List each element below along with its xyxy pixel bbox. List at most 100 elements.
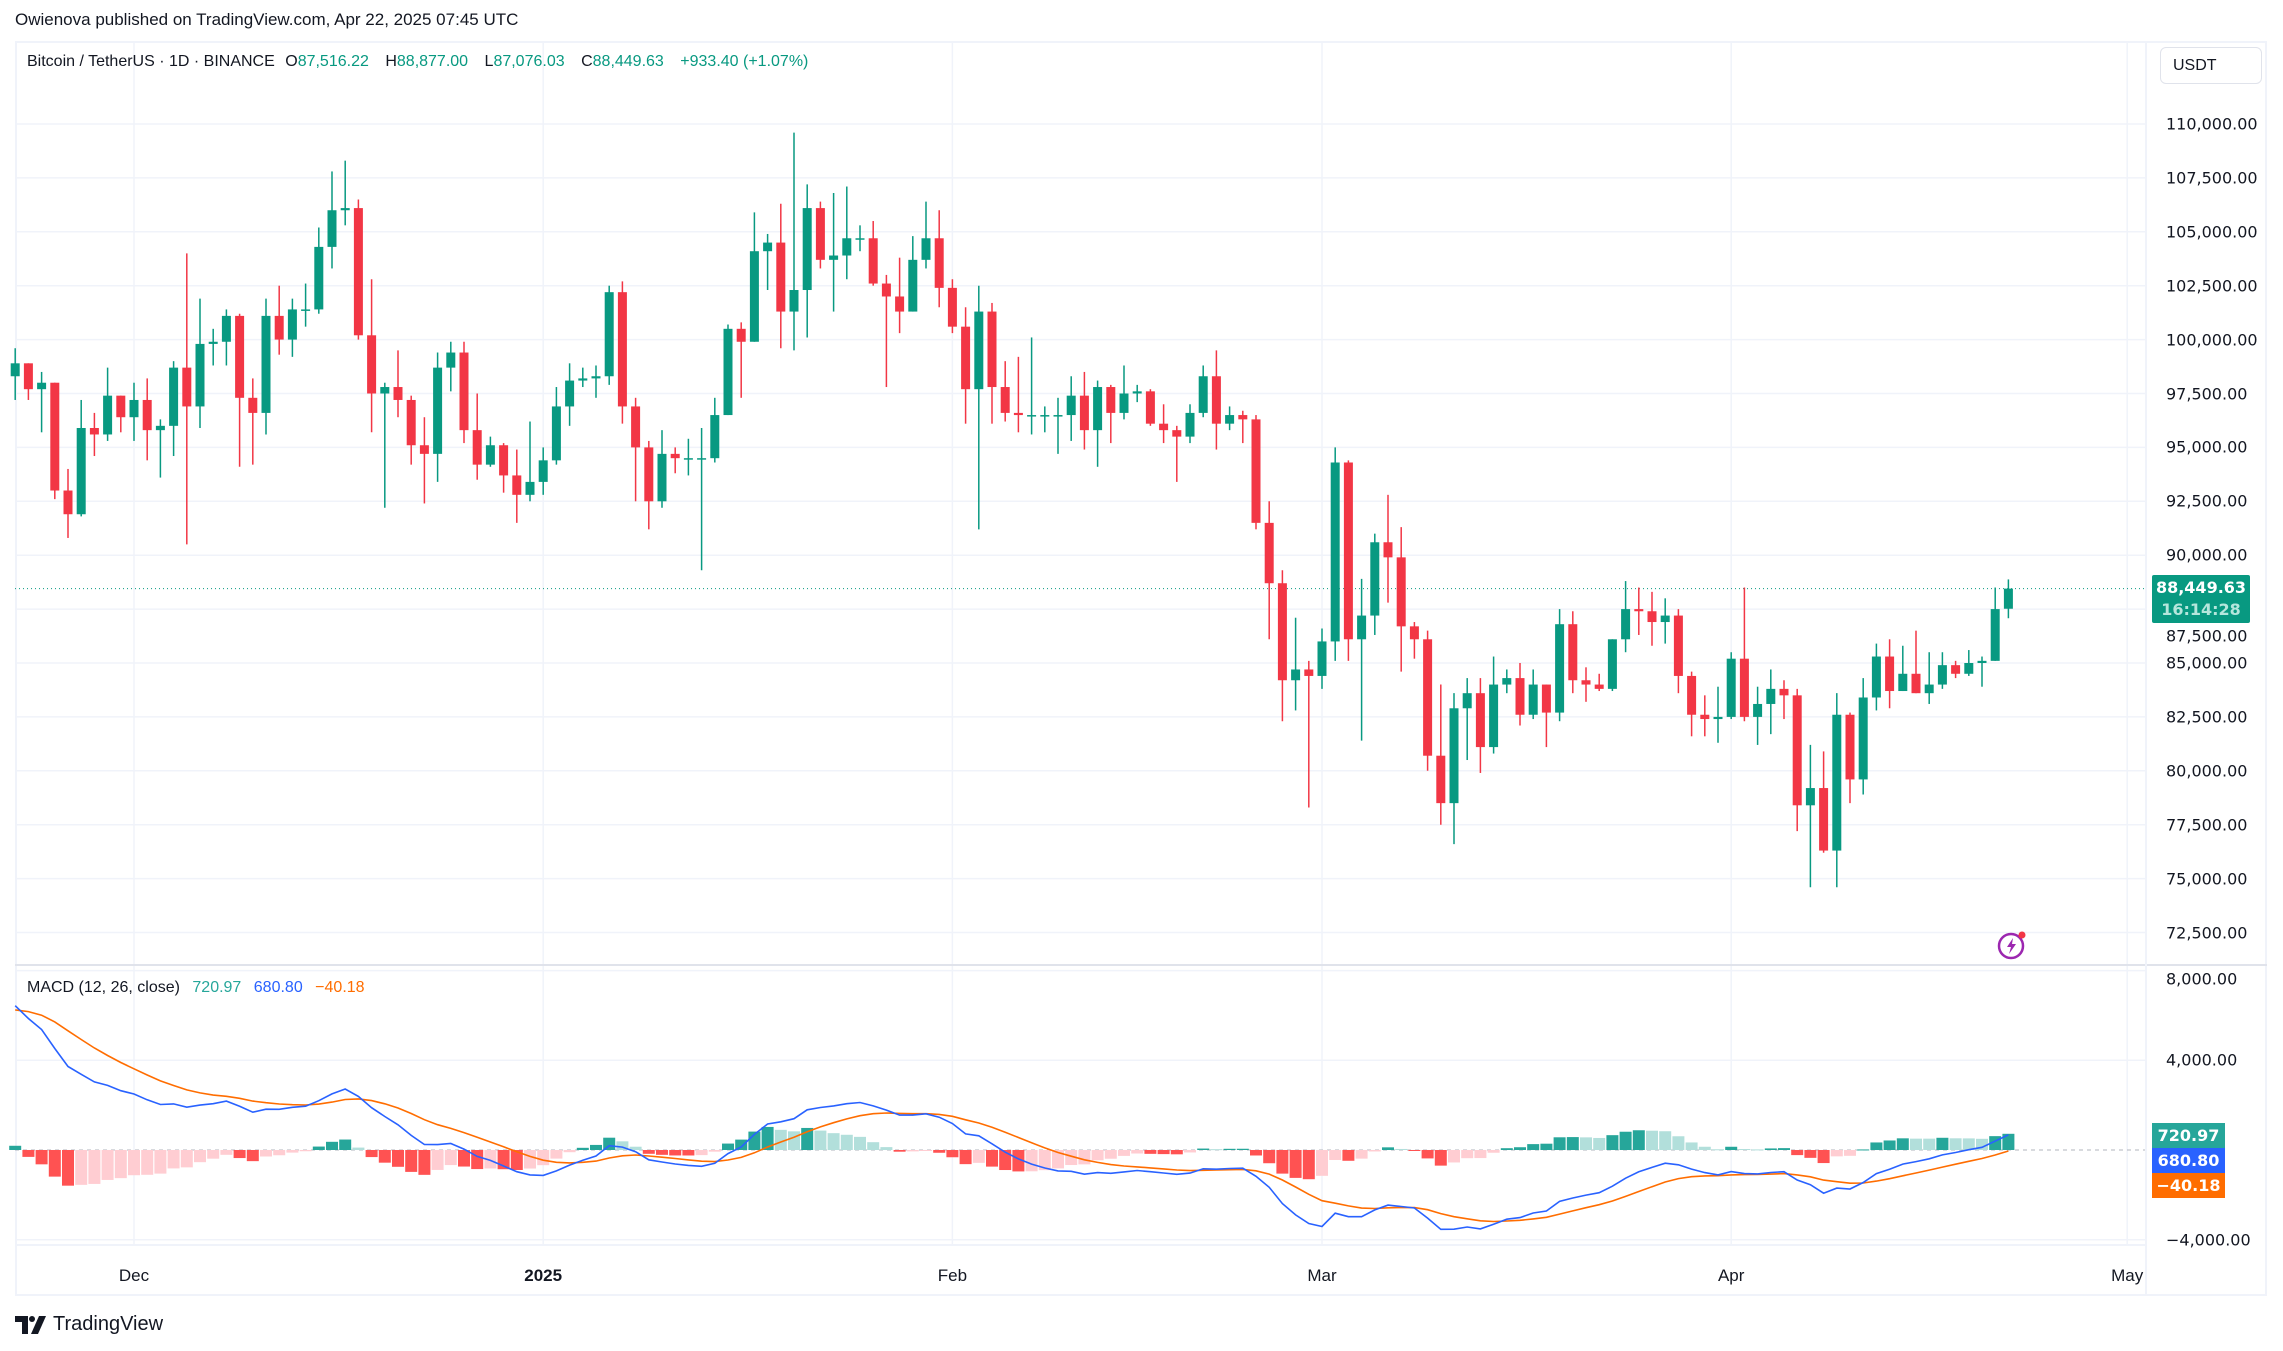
macd-histogram-bar (1830, 1150, 1843, 1157)
macd-histogram-bar (1144, 1150, 1157, 1154)
macd-histogram-bar (1738, 1149, 1751, 1151)
candle (1568, 611, 1578, 694)
macd-histogram-bar (735, 1139, 748, 1150)
time-tick-label: May (2111, 1266, 2144, 1285)
candle (921, 201, 931, 269)
candle (1489, 656, 1499, 754)
price-tick-label: 95,000.00 (2166, 437, 2248, 457)
price-tick-label: 90,000.00 (2166, 545, 2248, 565)
candle (868, 221, 878, 286)
candle (1792, 688, 1802, 832)
currency-button[interactable]: USDT (2160, 47, 2262, 84)
last-price: 88,449.63 (2155, 578, 2247, 597)
candle (419, 417, 429, 504)
candle (604, 285, 614, 385)
macd-histogram-bar (1382, 1147, 1394, 1150)
candle (353, 199, 363, 340)
candle (1409, 622, 1419, 659)
candle-body (485, 445, 495, 465)
macd-histogram-bar (827, 1133, 840, 1150)
macd-histogram-bar (220, 1150, 233, 1155)
candle-body (1700, 714, 1710, 720)
macd-histogram-bar (1619, 1131, 1632, 1150)
price-tick-label: 77,500.00 (2166, 815, 2248, 835)
candle (1964, 650, 1974, 676)
candle (63, 468, 73, 538)
candle-body (591, 376, 601, 379)
candle (1053, 397, 1063, 454)
price-tick-label: 75,000.00 (2166, 869, 2248, 889)
lightning-alert-icon[interactable] (1996, 929, 2028, 961)
candle-body (855, 238, 865, 240)
candle-body (1541, 684, 1551, 713)
candle-body (908, 259, 918, 312)
macd-histogram-bar (708, 1150, 721, 1152)
candle (1304, 660, 1314, 808)
candle (1066, 376, 1076, 441)
candle-body (683, 458, 693, 460)
candle-body (261, 315, 271, 413)
candle (2003, 579, 2013, 619)
macd-title[interactable]: MACD (12, 26, close) (27, 979, 180, 996)
candle (1145, 389, 1155, 426)
candle (1436, 684, 1446, 825)
candle-body (76, 427, 86, 515)
candle (340, 160, 350, 226)
candle (749, 212, 759, 342)
candle (327, 171, 337, 269)
candle-body (103, 395, 113, 435)
candle (129, 382, 139, 441)
macd-histogram-bar (48, 1150, 61, 1177)
candle (710, 397, 720, 463)
macd-histogram-bar (444, 1150, 457, 1166)
candle-body (1409, 626, 1419, 640)
candle (1832, 693, 1842, 888)
candle (1000, 361, 1010, 422)
candle-body (314, 246, 324, 310)
macd-histogram-bar (1936, 1137, 1949, 1150)
macd-histogram-bar (246, 1150, 259, 1162)
symbol-name[interactable]: Bitcoin / TetherUS · 1D · BINANCE (27, 53, 275, 70)
macd-histogram-bar (788, 1131, 800, 1150)
candle-body (1145, 391, 1155, 424)
candle-body (631, 406, 641, 448)
macd-tick-label: 8,000.00 (2166, 969, 2238, 989)
macd-histogram-bar (1276, 1150, 1289, 1174)
candle (591, 365, 601, 398)
candle (512, 449, 522, 523)
candle (1330, 447, 1340, 661)
candle (1317, 628, 1327, 689)
tradingview-logo[interactable]: TradingView (15, 1313, 163, 1336)
price-tick-label: 105,000.00 (2166, 222, 2258, 242)
candle (406, 395, 416, 465)
candle-body (208, 341, 218, 344)
candle (261, 298, 271, 435)
candle-body (301, 309, 311, 311)
candle (895, 257, 905, 334)
candle-body (604, 292, 614, 377)
candle (1753, 686, 1763, 745)
candle-body (1475, 693, 1485, 748)
macd-histogram-bar (1725, 1146, 1738, 1150)
macd-histogram-bar (1857, 1149, 1870, 1151)
macd-signal-line (15, 1009, 2009, 1223)
high-value: 88,877.00 (396, 53, 469, 70)
symbol-legend: Bitcoin / TetherUS · 1D · BINANCE O87,51… (27, 53, 814, 71)
candle (103, 367, 113, 441)
macd-histogram-bar (431, 1150, 444, 1170)
candle-body (235, 315, 245, 398)
candle-body (1106, 387, 1116, 413)
candle (565, 363, 575, 426)
macd-histogram-bar (1870, 1142, 1883, 1150)
candle (1079, 371, 1089, 450)
macd-histogram-bar (1962, 1138, 1975, 1150)
candle (1277, 570, 1287, 722)
low-group: L87,076.03 (485, 53, 571, 70)
macd-pane (9, 1005, 2146, 1231)
macd-histogram-bar (62, 1150, 74, 1186)
macd-histogram-bar (1593, 1137, 1606, 1150)
candle-body (129, 399, 139, 418)
price-tick-label: 107,500.00 (2166, 168, 2258, 188)
candle (776, 203, 786, 349)
